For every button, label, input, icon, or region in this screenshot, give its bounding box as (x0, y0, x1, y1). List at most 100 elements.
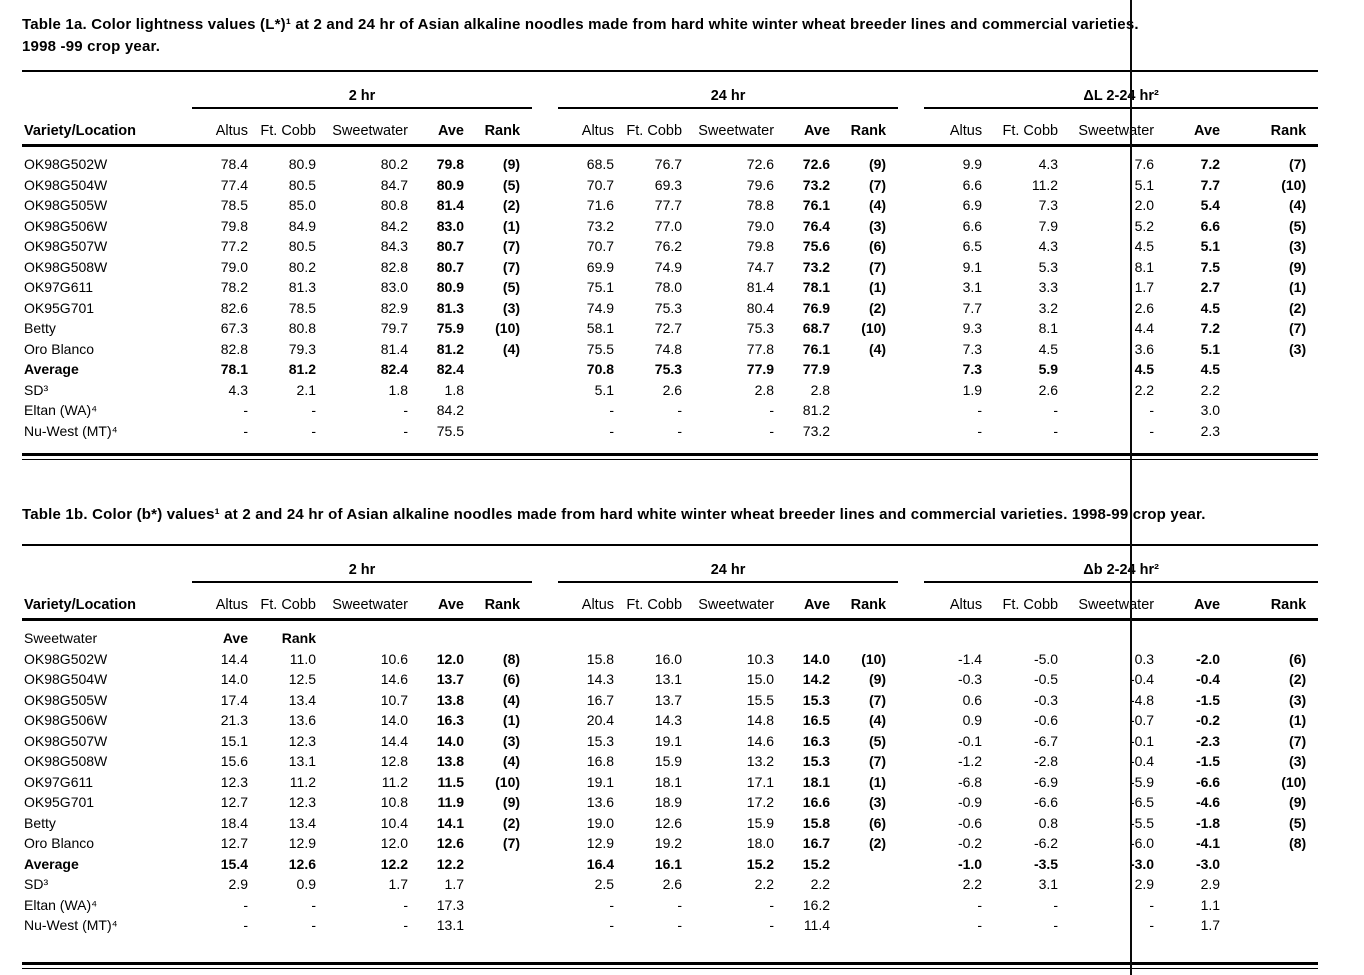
value-cell: 78.8 (746, 197, 775, 213)
table-1b-section: Table 1b. Color (b*) values¹ at 2 and 24… (22, 504, 1319, 969)
value-cell: 15.8 (802, 814, 831, 831)
spacer-cell (898, 895, 924, 916)
value-cell: 18.4 (220, 814, 248, 831)
spacer-cell (532, 833, 558, 854)
value-cell: 76.1 (802, 197, 831, 213)
rank-cell: (4) (1289, 197, 1307, 213)
value-cell: 1.7 (1200, 917, 1221, 933)
value-cell: -6.5 (1129, 794, 1155, 810)
value-cell: - (243, 917, 248, 933)
value-cell: 2.9 (1200, 876, 1221, 892)
row-label: Oro Blanco (24, 835, 95, 851)
rank-cell (1228, 874, 1318, 895)
table-row: Betty 67.3 80.8 79.7 75.9 (10) 58.1 72.7 75.3 68.… (22, 318, 1318, 339)
value-cell: 77.4 (220, 176, 248, 193)
value-cell: 85.0 (288, 197, 316, 213)
value-cell: 18.1 (654, 773, 683, 790)
value-cell: 82.4 (380, 361, 408, 377)
value-cell: -5.9 (1129, 773, 1155, 790)
value-cell: 76.4 (802, 217, 831, 234)
spacer-cell (898, 257, 924, 278)
value-cell: 4.3 (1038, 238, 1059, 254)
value-cell: 4.5 (1200, 299, 1221, 316)
spacer-cell (22, 71, 192, 108)
value-cell: 7.3 (962, 340, 983, 357)
value-cell: 5.1 (1200, 340, 1221, 357)
value-cell: -3.5 (1033, 855, 1059, 872)
value-cell: 3.1 (962, 279, 983, 295)
value-cell: 17.3 (436, 896, 464, 913)
row-label: SD³ (24, 381, 49, 398)
value-cell: 19.0 (586, 814, 615, 831)
rank-cell: (9) (1289, 794, 1307, 810)
value-cell: 6.6 (962, 176, 983, 193)
rank-cell: (3) (868, 217, 887, 234)
rank-cell: (7) (868, 691, 887, 708)
rank-cell: (4) (868, 712, 887, 728)
value-cell: -6.2 (1033, 835, 1059, 851)
value-cell: 69.3 (654, 176, 683, 193)
value-cell: -1.4 (957, 650, 983, 667)
table-row: OK95G701 12.7 12.3 10.8 11.9 (9) 13.6 18.9 17.2 1… (22, 792, 1318, 813)
row-label: SD³ (24, 876, 49, 892)
value-cell: -1.5 (1195, 691, 1221, 708)
value-cell: 5.4 (1200, 197, 1221, 213)
value-cell: 13.1 (654, 671, 683, 687)
table-row: OK98G506W 79.8 84.9 84.2 83.0 (1) 73.2 77.0 79.0… (22, 216, 1318, 237)
spacer-cell (532, 236, 558, 257)
table-row: Sweetwater Ave Rank (22, 620, 1318, 649)
value-cell: -0.3 (957, 671, 983, 687)
value-cell: 16.5 (802, 712, 831, 728)
value-cell: 7.9 (1038, 217, 1059, 234)
spacer-cell (898, 400, 924, 421)
value-cell: 3.6 (1134, 340, 1155, 357)
value-cell: 3.0 (1200, 402, 1221, 418)
value-cell: 5.1 (1200, 238, 1221, 254)
table-row: Oro Blanco 12.7 12.9 12.0 12.6 (7) 12.9 19.2 18.… (22, 833, 1318, 854)
value-cell (558, 620, 622, 649)
column-group-label: Δb 2-24 hr² (924, 545, 1319, 583)
table-row: Average 15.4 12.6 12.2 12.2 16.4 16.1 15.2 15.2 -… (22, 854, 1318, 875)
table-row: OK98G508W 15.6 13.1 12.8 13.8 (4) 16.8 15.9 13.2… (22, 751, 1318, 772)
spacer-cell (898, 751, 924, 772)
value-cell: 12.5 (288, 671, 316, 687)
value-cell: 81.2 (802, 402, 831, 418)
value-cell: 14.8 (746, 712, 775, 728)
spacer-cell (898, 359, 924, 380)
value-cell: 80.5 (288, 176, 316, 193)
value-cell: 18.1 (802, 773, 831, 790)
value-cell: 20.4 (586, 712, 615, 728)
value-cell: 80.7 (436, 258, 464, 275)
value-cell: 13.6 (288, 712, 316, 728)
value-cell: 21.3 (220, 712, 248, 728)
rank-cell: (4) (868, 197, 887, 213)
value-cell: 6.5 (962, 238, 983, 254)
rank-cell: (2) (868, 835, 887, 851)
value-cell: - (977, 402, 983, 418)
rank-cell: (10) (861, 320, 887, 336)
value-cell: 78.1 (220, 361, 248, 377)
value-cell: 11.4 (803, 917, 831, 933)
value-cell: 75.3 (654, 299, 683, 316)
column-header: Altus (924, 108, 991, 147)
value-cell: 7.7 (1200, 176, 1221, 193)
spacer-cell (532, 582, 559, 621)
rank-cell (472, 359, 532, 380)
value-cell: 79.0 (746, 217, 775, 234)
value-cell: 73.2 (586, 217, 615, 234)
rank-cell (1228, 854, 1318, 875)
rank-cell: (2) (1289, 671, 1307, 687)
table-row: OK98G505W 78.5 85.0 80.8 81.4 (2) 71.6 77.7 78.8… (22, 195, 1318, 216)
rank-cell (472, 620, 532, 649)
value-cell: -0.7 (1129, 712, 1155, 728)
spacer-cell (532, 874, 558, 895)
value-cell: Rank (281, 630, 316, 646)
value-cell: -1.8 (1195, 814, 1221, 831)
rank-cell: (10) (1281, 773, 1307, 790)
value-cell: 5.3 (1038, 258, 1059, 275)
value-cell: 79.8 (746, 238, 775, 254)
rank-cell: (5) (1289, 217, 1307, 234)
rank-cell (838, 874, 898, 895)
value-cell: -6.8 (957, 773, 983, 790)
value-cell: 11.5 (437, 773, 464, 790)
